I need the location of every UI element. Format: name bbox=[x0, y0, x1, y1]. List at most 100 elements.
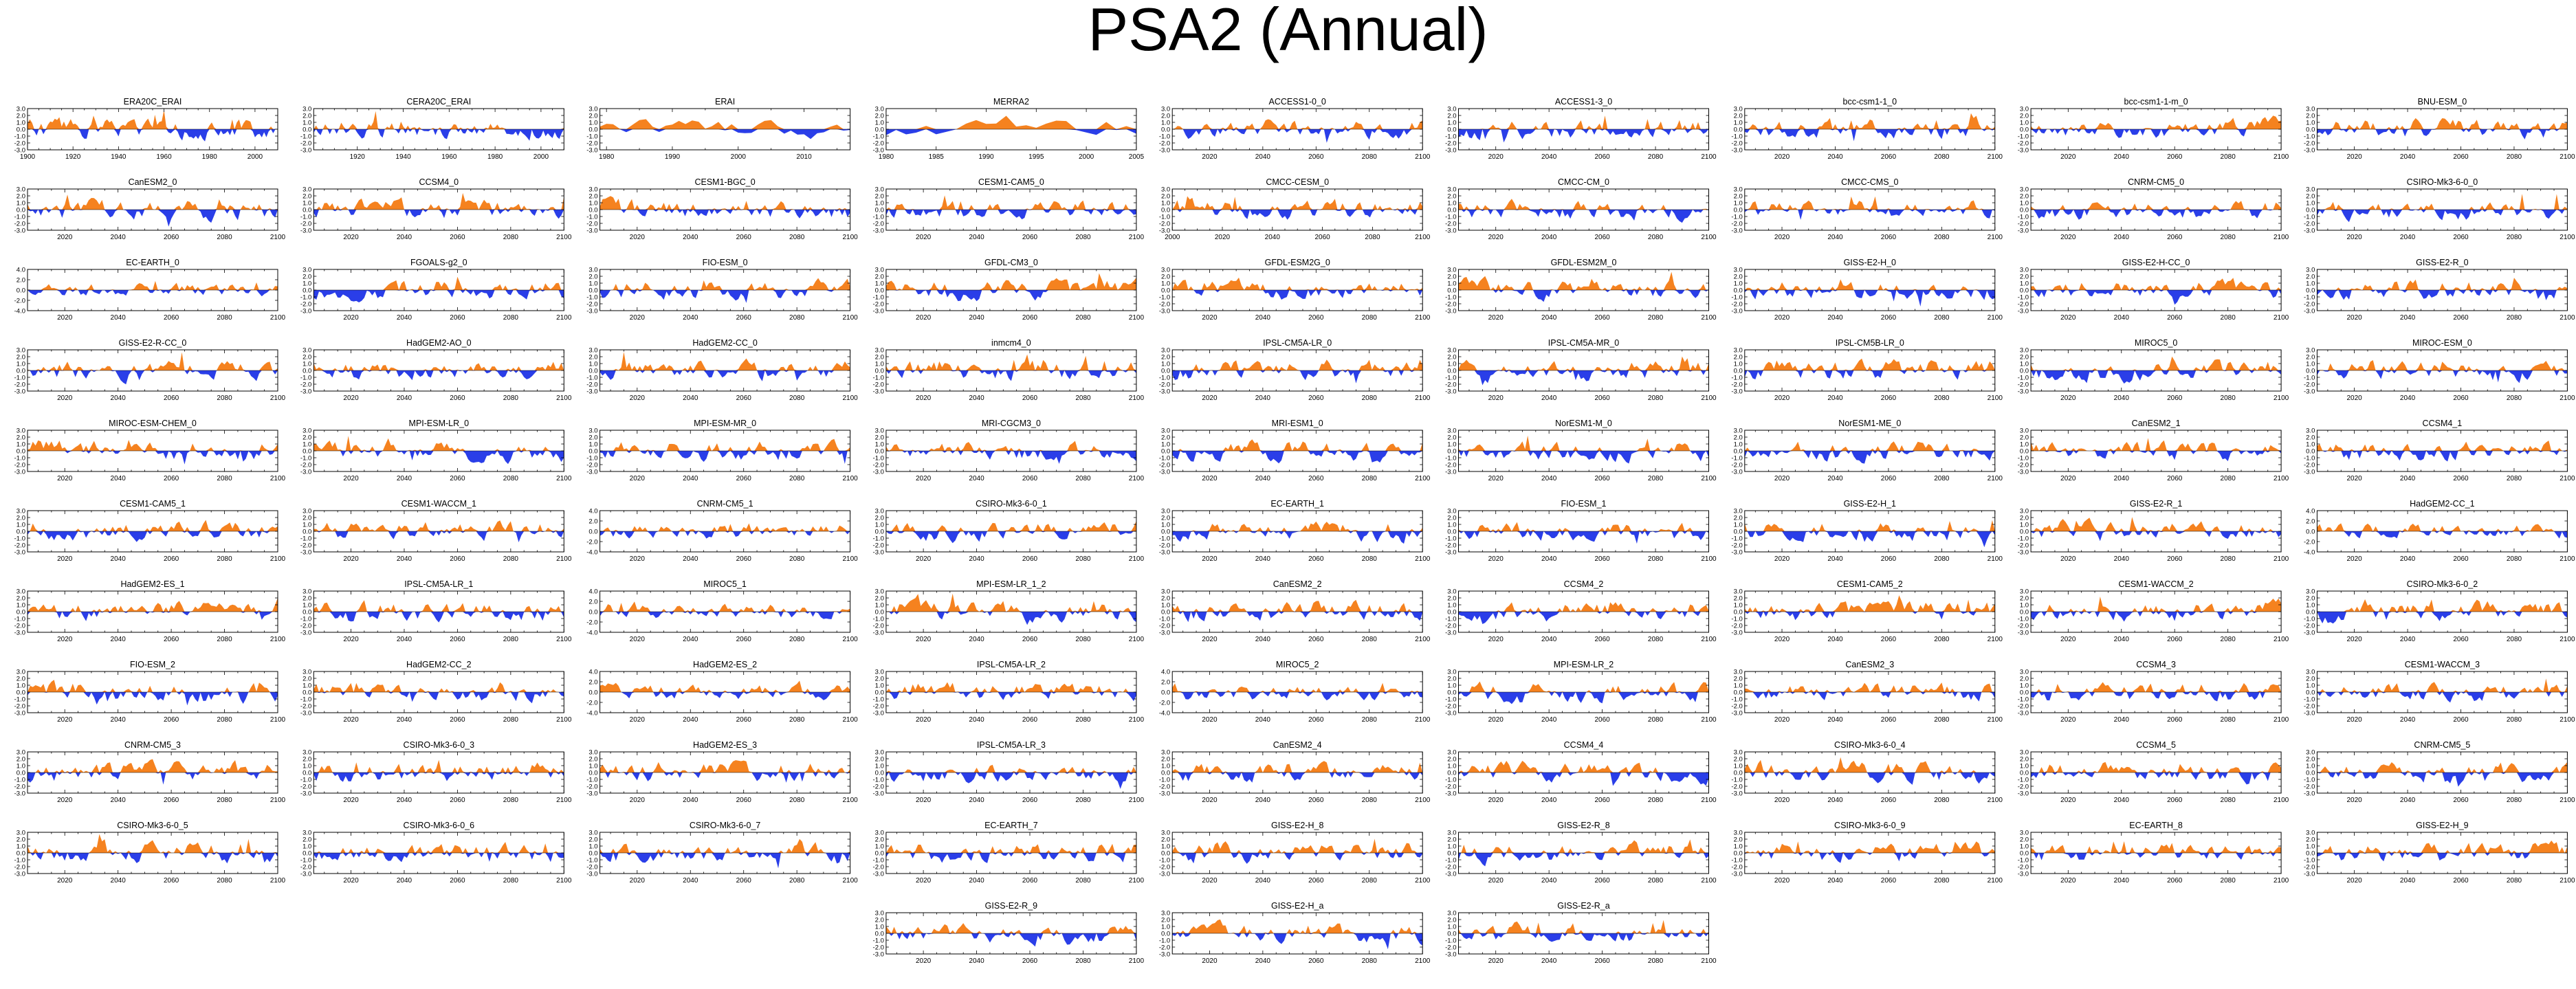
x-tick-label: 2100 bbox=[842, 716, 858, 724]
x-tick-label: 2020 bbox=[1774, 555, 1790, 563]
y-tick-label: 0.0 bbox=[2020, 368, 2029, 375]
x-tick-label: 2080 bbox=[2221, 475, 2236, 482]
y-tick-label: -3.0 bbox=[873, 630, 884, 637]
x-tick-label: 2100 bbox=[2274, 395, 2289, 402]
x-tick-label: 2040 bbox=[397, 475, 412, 482]
x-tick-label: 2040 bbox=[2114, 395, 2130, 402]
y-tick-label: -2.0 bbox=[2018, 542, 2029, 550]
y-tick-label: -1.0 bbox=[1159, 375, 1170, 382]
y-tick-label: 1.0 bbox=[16, 682, 25, 690]
y-tick-label: 3.0 bbox=[2306, 669, 2315, 676]
y-tick-label: -3.0 bbox=[2304, 388, 2315, 396]
x-tick-label: 1900 bbox=[20, 153, 36, 161]
y-tick-label: 3.0 bbox=[1734, 267, 1743, 274]
y-tick-label: -3.0 bbox=[1731, 308, 1742, 315]
panel: CESM1-WACCM_2 3.02.01.00.0-1.0-2.0-3.0 202… bbox=[2018, 579, 2289, 643]
x-tick-label: 2040 bbox=[1541, 555, 1557, 563]
panel-title: MPI-ESM-LR_0 bbox=[409, 419, 470, 428]
y-tick-label: -2.0 bbox=[14, 381, 25, 389]
panel-title: NorESM1-M_0 bbox=[1555, 419, 1612, 428]
x-tick-label: 2100 bbox=[1701, 475, 1717, 482]
panel-title: CCSM4_3 bbox=[2136, 660, 2176, 669]
positive-area bbox=[885, 273, 1136, 290]
y-tick-label: -1.0 bbox=[1731, 455, 1742, 463]
x-tick-label: 2020 bbox=[916, 716, 932, 724]
y-tick-label: -2.0 bbox=[2304, 703, 2315, 711]
y-tick-label: 3.0 bbox=[302, 186, 311, 194]
positive-area bbox=[27, 680, 278, 692]
y-tick-label: 3.0 bbox=[588, 427, 597, 435]
x-tick-label: 2060 bbox=[1022, 555, 1038, 563]
panel: NorESM1-ME_0 3.02.01.00.0-1.0-2.0-3.0 2020… bbox=[1731, 419, 2003, 482]
x-tick-label: 2020 bbox=[1202, 153, 1218, 161]
y-tick-label: 1.0 bbox=[1447, 441, 1456, 449]
y-tick-label: 2.0 bbox=[1447, 676, 1456, 683]
y-tick-label: -2.0 bbox=[300, 462, 311, 469]
positive-area bbox=[1458, 115, 1709, 129]
y-tick-label: -3.0 bbox=[873, 549, 884, 557]
y-tick-label: 3.0 bbox=[875, 588, 884, 596]
negative-area bbox=[1172, 129, 1423, 143]
panel-title: CMCC-CMS_0 bbox=[1841, 177, 1898, 187]
y-tick-label: 3.0 bbox=[1734, 427, 1743, 435]
positive-area bbox=[313, 362, 564, 370]
panel: CanESM2_2 3.02.01.00.0-1.0-2.0-3.0 2020 204… bbox=[1159, 579, 1431, 643]
y-tick-label: 2.0 bbox=[2020, 515, 2029, 522]
positive-area bbox=[599, 523, 850, 531]
x-tick-label: 2020 bbox=[2346, 636, 2362, 643]
x-tick-label: 2040 bbox=[111, 716, 126, 724]
x-tick-label: 2080 bbox=[217, 314, 232, 322]
x-tick-label: 2060 bbox=[2167, 395, 2183, 402]
x-tick-label: 2040 bbox=[397, 716, 412, 724]
y-tick-label: -1.0 bbox=[873, 535, 884, 543]
panel-title: NorESM1-ME_0 bbox=[1838, 419, 1901, 428]
x-tick-label: 1990 bbox=[978, 153, 994, 161]
panel-title: IPSL-CM5A-LR_2 bbox=[977, 660, 1046, 669]
y-tick-label: 3.0 bbox=[588, 267, 597, 274]
x-tick-label: 2040 bbox=[1541, 716, 1557, 724]
x-tick-label: 2080 bbox=[2507, 234, 2522, 241]
panel: MIROC5_0 3.02.01.00.0-1.0-2.0-3.0 2020 2040… bbox=[2018, 338, 2289, 402]
y-tick-label: -3.0 bbox=[2018, 147, 2029, 155]
negative-area bbox=[1458, 290, 1709, 302]
y-tick-label: -1.0 bbox=[586, 133, 597, 141]
y-tick-label: -3.0 bbox=[14, 388, 25, 396]
positive-area bbox=[313, 600, 564, 612]
y-tick-label: -1.0 bbox=[1159, 214, 1170, 221]
x-tick-label: 2060 bbox=[1594, 636, 1610, 643]
panel-title: MPI-ESM-LR_1_2 bbox=[976, 579, 1046, 589]
y-tick-label: 2.0 bbox=[16, 113, 25, 120]
y-tick-label: -2.0 bbox=[1445, 542, 1456, 550]
y-tick-label: 3.0 bbox=[1734, 106, 1743, 113]
x-tick-label: 2060 bbox=[1022, 475, 1038, 482]
y-tick-label: -3.0 bbox=[2304, 630, 2315, 637]
y-tick-label: -2.0 bbox=[14, 140, 25, 148]
x-tick-label: 2060 bbox=[2453, 716, 2469, 724]
x-tick-label: 2040 bbox=[1255, 395, 1271, 402]
x-tick-label: 2020 bbox=[1774, 234, 1790, 241]
y-tick-label: -1.0 bbox=[873, 616, 884, 623]
negative-area bbox=[2031, 451, 2282, 461]
x-tick-label: 2040 bbox=[2400, 234, 2416, 241]
x-tick-label: 2005 bbox=[1129, 153, 1145, 161]
y-tick-label: 3.0 bbox=[875, 106, 884, 113]
y-tick-label: -1.0 bbox=[1445, 133, 1456, 141]
y-tick-label: 1.0 bbox=[16, 602, 25, 610]
positive-area bbox=[1172, 439, 1423, 451]
y-tick-label: -3.0 bbox=[1731, 388, 1742, 396]
x-tick-label: 2100 bbox=[1129, 636, 1145, 643]
y-tick-label: 0.0 bbox=[1734, 448, 1743, 456]
x-tick-label: 2040 bbox=[2400, 153, 2416, 161]
x-tick-label: 2040 bbox=[1541, 314, 1557, 322]
panel-title: MIROC5_2 bbox=[1276, 660, 1319, 669]
x-tick-label: 2040 bbox=[1255, 475, 1271, 482]
y-tick-label: -3.0 bbox=[1445, 710, 1456, 718]
x-tick-label: 2020 bbox=[1488, 395, 1504, 402]
x-tick-label: 2080 bbox=[217, 395, 232, 402]
x-tick-label: 2100 bbox=[1988, 636, 2003, 643]
x-tick-label: 2040 bbox=[2400, 475, 2416, 482]
x-tick-label: 2100 bbox=[1129, 314, 1145, 322]
positive-area bbox=[885, 354, 1136, 370]
y-tick-label: -3.0 bbox=[1445, 388, 1456, 396]
